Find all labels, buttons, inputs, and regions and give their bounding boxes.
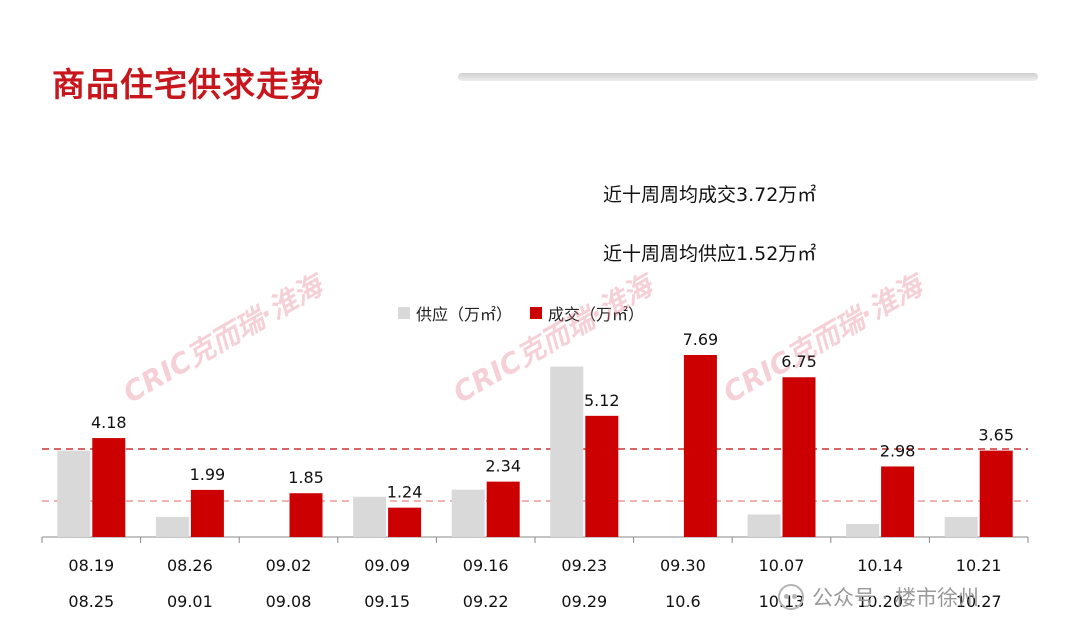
x-tick-label-end: 09.29 <box>561 592 607 611</box>
supply-bar <box>353 496 387 537</box>
footer-brand: 公众号 · 楼市徐州 <box>778 582 979 612</box>
deal-bar <box>979 450 1013 537</box>
x-tick-label-start: 09.16 <box>463 556 509 575</box>
deal-data-label: 6.75 <box>781 352 817 371</box>
legend-swatch-deal <box>530 307 543 319</box>
x-tick-label-end: 09.15 <box>364 592 410 611</box>
x-tick-label-start: 10.07 <box>759 556 805 575</box>
deal-bar <box>388 507 422 537</box>
x-tick-label-end: 10.6 <box>665 592 701 611</box>
x-tick-label-start: 09.02 <box>266 556 312 575</box>
chart-legend: 供应（万㎡） 成交（万㎡） <box>398 301 644 325</box>
supply-bar <box>944 516 978 537</box>
deal-bar <box>92 438 126 537</box>
x-tick-label-start: 09.30 <box>660 556 706 575</box>
x-tick-label-end: 09.01 <box>167 592 213 611</box>
deal-bar <box>585 415 619 537</box>
x-tick-label-start: 09.23 <box>561 556 607 575</box>
x-tick-label-end: 10.20 <box>857 592 903 611</box>
legend-label-supply: 供应（万㎡） <box>416 305 513 324</box>
x-tick-label-end: 10.27 <box>956 592 1002 611</box>
deal-bar <box>782 377 816 537</box>
x-tick-label-start: 08.19 <box>68 556 114 575</box>
deal-bar <box>683 355 717 537</box>
supply-bar <box>57 450 91 537</box>
deal-data-label: 2.98 <box>880 441 916 460</box>
supply-bar <box>846 523 880 537</box>
deal-data-label: 1.99 <box>190 465 226 484</box>
title-divider <box>458 73 1038 81</box>
x-tick-label-end: 09.08 <box>266 592 312 611</box>
legend-swatch-supply <box>398 307 410 319</box>
deal-bar <box>289 493 323 537</box>
deal-data-label: 1.24 <box>387 483 423 502</box>
supply-bar <box>451 489 485 537</box>
legend-label-deal: 成交（万㎡） <box>548 305 645 324</box>
x-tick-label-start: 09.09 <box>364 556 410 575</box>
avg-deal-note: 近十周周均成交3.72万㎡ <box>603 184 817 206</box>
deal-data-label: 2.34 <box>485 457 521 476</box>
deal-data-label: 7.69 <box>683 330 719 349</box>
deal-data-label: 1.85 <box>288 468 324 487</box>
deal-bar <box>881 466 915 537</box>
supply-bar <box>155 516 189 537</box>
supply-bar <box>550 366 584 537</box>
supply-bar <box>747 514 781 537</box>
chart-title: 商品住宅供求走势 <box>52 65 324 104</box>
deal-bar <box>486 481 520 537</box>
x-tick-label-start: 08.26 <box>167 556 213 575</box>
x-tick-label-start: 10.14 <box>857 556 903 575</box>
legend-item-supply: 供应（万㎡） <box>398 301 512 325</box>
deal-data-label: 3.65 <box>978 426 1014 445</box>
wechat-icon <box>778 584 804 610</box>
deal-bar <box>190 489 224 537</box>
x-tick-label-end: 09.22 <box>463 592 509 611</box>
x-tick-label-end: 08.25 <box>68 592 114 611</box>
avg-supply-note: 近十周周均供应1.52万㎡ <box>603 243 817 265</box>
deal-data-label: 4.18 <box>91 413 127 432</box>
legend-item-deal: 成交（万㎡） <box>530 301 644 325</box>
deal-data-label: 5.12 <box>584 391 620 410</box>
footer-brand-text: 公众号 · 楼市徐州 <box>812 586 980 610</box>
x-tick-label-start: 10.21 <box>956 556 1002 575</box>
